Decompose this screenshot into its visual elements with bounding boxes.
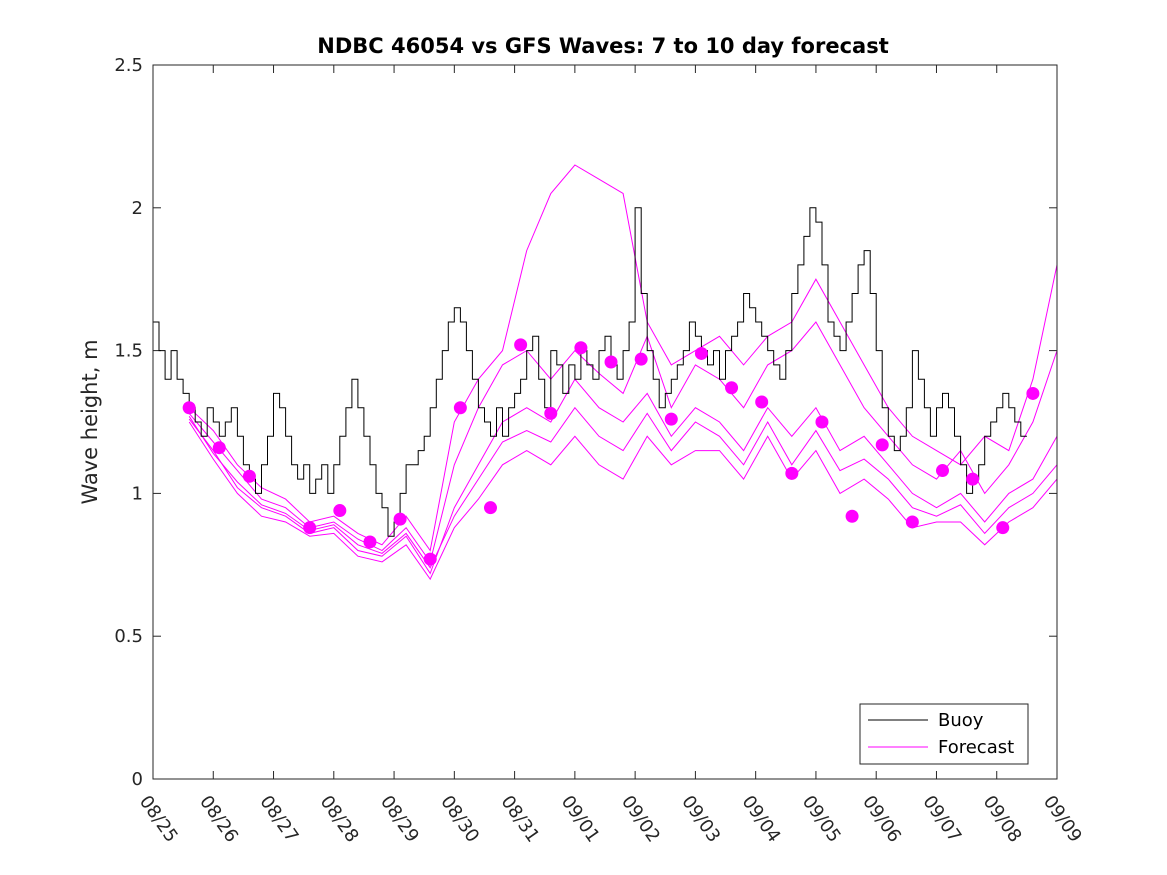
forecast-dot	[514, 338, 528, 352]
y-tick-label: 2	[132, 198, 143, 219]
forecast-dot	[845, 509, 859, 523]
y-axis-ticks: 0 0.5 1 1.5 2 2.5	[114, 55, 1057, 790]
forecast-dot	[966, 472, 980, 486]
x-tick-label: 08/29	[376, 792, 423, 847]
chart-title: NDBC 46054 vs GFS Waves: 7 to 10 day for…	[317, 34, 888, 58]
forecast-dot	[574, 341, 588, 355]
forecast-dot	[303, 521, 317, 535]
forecast-dot	[604, 355, 618, 369]
forecast-dot	[333, 504, 347, 518]
forecast-line	[188, 378, 1058, 575]
x-tick-label: 08/30	[436, 792, 483, 847]
plot-background	[153, 65, 1057, 779]
forecast-dot	[875, 438, 889, 452]
forecast-dots	[182, 338, 1040, 566]
x-tick-label: 09/05	[798, 792, 845, 847]
x-tick-label: 08/31	[497, 792, 544, 847]
forecast-dot	[363, 535, 377, 549]
x-tick-label: 09/08	[979, 792, 1026, 847]
forecast-line	[188, 406, 1058, 569]
x-tick-label: 08/26	[195, 792, 242, 847]
legend-forecast-label: Forecast	[938, 737, 1014, 758]
forecast-dot	[483, 501, 497, 515]
y-tick-label: 0	[132, 769, 143, 790]
forecast-dot	[242, 469, 256, 483]
forecast-line	[188, 321, 1058, 564]
y-tick-label: 2.5	[114, 55, 143, 76]
x-tick-label: 08/25	[135, 792, 182, 847]
forecast-dot	[544, 406, 558, 420]
forecast-dot	[935, 464, 949, 478]
forecast-dot	[996, 521, 1010, 535]
y-tick-label: 1	[132, 483, 143, 504]
forecast-dot	[393, 512, 407, 526]
forecast-dot	[212, 441, 226, 455]
forecast-dot	[423, 552, 437, 566]
y-tick-label: 1.5	[114, 341, 143, 362]
x-tick-label: 09/06	[858, 792, 905, 847]
buoy-line	[153, 207, 1027, 537]
x-tick-label: 09/09	[1039, 792, 1086, 847]
legend-box	[859, 703, 1029, 765]
forecast-dot	[725, 381, 739, 395]
forecast-dot	[182, 401, 196, 415]
forecast-dot	[664, 412, 678, 426]
legend: Buoy Forecast	[859, 703, 1029, 765]
forecast-dot	[634, 352, 648, 366]
x-tick-label: 09/02	[617, 792, 664, 847]
forecast-dot	[905, 515, 919, 529]
series-layer	[153, 164, 1058, 581]
x-tick-label: 09/07	[918, 792, 965, 847]
legend-buoy-label: Buoy	[938, 710, 984, 731]
y-axis-label: Wave height, m	[78, 339, 102, 504]
y-tick-label: 0.5	[114, 626, 143, 647]
forecast-dot	[755, 395, 769, 409]
x-tick-label: 09/01	[557, 792, 604, 847]
x-tick-label: 09/04	[738, 792, 785, 847]
forecast-dot	[815, 415, 829, 429]
x-tick-label: 08/27	[255, 792, 302, 847]
forecast-line	[188, 164, 1058, 552]
x-tick-label: 08/28	[316, 792, 363, 847]
forecast-dot	[785, 466, 799, 480]
forecast-dot	[694, 346, 708, 360]
plot-frame	[152, 64, 1058, 780]
x-tick-label: 09/03	[677, 792, 724, 847]
forecast-dot	[1026, 386, 1040, 400]
forecast-dot	[453, 401, 467, 415]
